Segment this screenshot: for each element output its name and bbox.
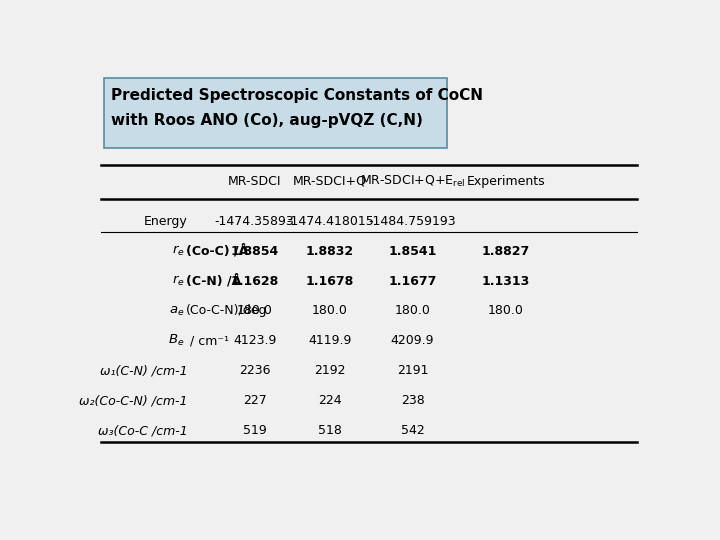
Text: 518: 518 bbox=[318, 424, 342, 437]
Text: $a_e$: $a_e$ bbox=[169, 305, 185, 318]
Text: 1.1677: 1.1677 bbox=[388, 274, 437, 287]
Text: (C-N) /Å: (C-N) /Å bbox=[186, 274, 241, 288]
Text: 2191: 2191 bbox=[397, 364, 428, 377]
Text: Predicted Spectroscopic Constants of CoCN: Predicted Spectroscopic Constants of CoC… bbox=[111, 87, 483, 103]
Text: Energy: Energy bbox=[144, 214, 188, 228]
Text: 4123.9: 4123.9 bbox=[233, 334, 276, 347]
Text: / cm⁻¹: / cm⁻¹ bbox=[186, 334, 229, 347]
Text: MR-SDCI+Q: MR-SDCI+Q bbox=[293, 175, 367, 188]
Text: MR-SDCI: MR-SDCI bbox=[228, 175, 282, 188]
Text: $B_e$: $B_e$ bbox=[168, 333, 185, 348]
Text: ω₁(C-N) /cm-1: ω₁(C-N) /cm-1 bbox=[100, 364, 188, 377]
Text: with Roos ANO (Co), aug-pVQZ (C,N): with Roos ANO (Co), aug-pVQZ (C,N) bbox=[111, 113, 423, 127]
Text: Experiments: Experiments bbox=[467, 175, 545, 188]
Text: $r_e$: $r_e$ bbox=[172, 274, 185, 288]
Text: 519: 519 bbox=[243, 424, 266, 437]
Text: 1.8827: 1.8827 bbox=[482, 245, 530, 258]
Text: 4119.9: 4119.9 bbox=[308, 334, 351, 347]
Text: 180.0: 180.0 bbox=[312, 305, 348, 318]
Text: -1474.35893: -1474.35893 bbox=[215, 214, 294, 228]
Text: 542: 542 bbox=[400, 424, 424, 437]
Text: -1474.418015: -1474.418015 bbox=[286, 214, 374, 228]
FancyBboxPatch shape bbox=[104, 78, 447, 148]
Text: 1.8854: 1.8854 bbox=[230, 245, 279, 258]
Text: 238: 238 bbox=[400, 394, 424, 407]
Text: 1.1628: 1.1628 bbox=[230, 274, 279, 287]
Text: 227: 227 bbox=[243, 394, 266, 407]
Text: 1.8832: 1.8832 bbox=[306, 245, 354, 258]
Text: (Co-C) /Å: (Co-C) /Å bbox=[186, 244, 248, 258]
Text: ω₂(Co-C-N) /cm-1: ω₂(Co-C-N) /cm-1 bbox=[79, 394, 188, 407]
Text: MR-SDCI+Q+E$_{\mathregular{rel}}$: MR-SDCI+Q+E$_{\mathregular{rel}}$ bbox=[360, 174, 465, 189]
Text: 224: 224 bbox=[318, 394, 342, 407]
Text: $r_e$: $r_e$ bbox=[172, 244, 185, 258]
Text: 180.0: 180.0 bbox=[237, 305, 273, 318]
Text: (Co-C-N)/deg: (Co-C-N)/deg bbox=[186, 305, 267, 318]
Text: ω₃(Co-C /cm-1: ω₃(Co-C /cm-1 bbox=[98, 424, 188, 437]
Text: 180.0: 180.0 bbox=[487, 305, 523, 318]
Text: 1.8541: 1.8541 bbox=[388, 245, 437, 258]
Text: -1484.759193: -1484.759193 bbox=[369, 214, 456, 228]
Text: 180.0: 180.0 bbox=[395, 305, 431, 318]
Text: 1.1678: 1.1678 bbox=[306, 274, 354, 287]
Text: 1.1313: 1.1313 bbox=[482, 274, 530, 287]
Text: 2236: 2236 bbox=[239, 364, 271, 377]
Text: 2192: 2192 bbox=[314, 364, 346, 377]
Text: 4209.9: 4209.9 bbox=[391, 334, 434, 347]
